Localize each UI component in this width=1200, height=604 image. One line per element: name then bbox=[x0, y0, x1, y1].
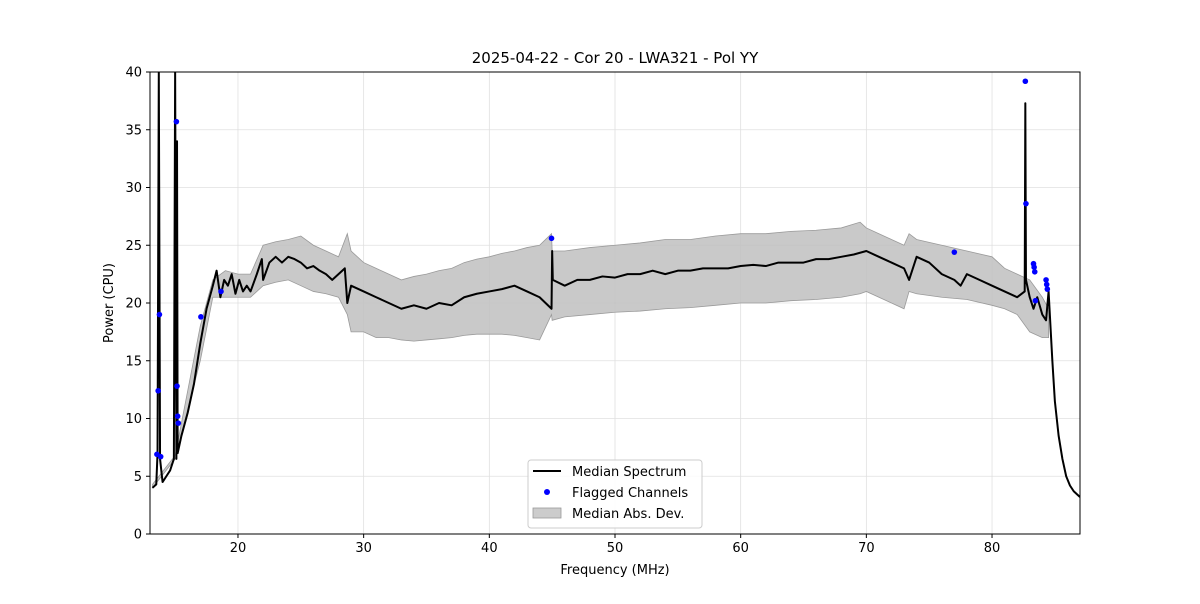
y-tick-label: 10 bbox=[125, 412, 142, 427]
flagged-channel-point bbox=[1043, 281, 1050, 288]
y-tick-label: 25 bbox=[125, 239, 142, 254]
flagged-channel-point bbox=[1032, 297, 1039, 304]
chart-title: 2025-04-22 - Cor 20 - LWA321 - Pol YY bbox=[472, 49, 759, 67]
y-tick-label: 30 bbox=[125, 181, 142, 196]
legend-label-median-abs-dev: Median Abs. Dev. bbox=[572, 507, 684, 522]
legend-label-median-spectrum: Median Spectrum bbox=[572, 465, 686, 480]
y-tick-label: 5 bbox=[134, 470, 142, 485]
flagged-channel-point bbox=[1044, 286, 1051, 292]
x-tick-label: 60 bbox=[732, 541, 749, 556]
x-tick-label: 40 bbox=[481, 541, 498, 556]
flagged-channel-point bbox=[548, 235, 555, 242]
y-tick-label: 35 bbox=[125, 123, 142, 138]
x-tick-label: 80 bbox=[984, 541, 1001, 556]
axis-ticks: 20 30 40 50 60 70 80 0 5 10 15 20 25 30 35 40 bbox=[125, 66, 1000, 557]
y-axis-label: Power (CPU) bbox=[102, 263, 117, 343]
y-tick-label: 20 bbox=[125, 297, 142, 312]
x-tick-label: 70 bbox=[858, 541, 875, 556]
median-spectrum-line bbox=[151, 72, 1080, 498]
legend-marker-swatch bbox=[544, 489, 550, 495]
flagged-channel-point bbox=[157, 453, 164, 460]
flagged-channel-point bbox=[174, 383, 180, 389]
flagged-channel-point bbox=[156, 311, 163, 318]
flagged-channel-point bbox=[198, 314, 204, 320]
flagged-channel-point bbox=[218, 288, 224, 295]
legend-band-swatch bbox=[532, 507, 562, 519]
y-tick-label: 0 bbox=[134, 528, 142, 543]
legend-label-flagged-channels: Flagged Channels bbox=[572, 486, 688, 501]
plot-data-area bbox=[151, 72, 1080, 498]
flagged-channel-point bbox=[173, 118, 180, 125]
y-tick-label: 15 bbox=[125, 354, 142, 369]
flagged-channel-point bbox=[1023, 200, 1029, 207]
flagged-channel-point bbox=[1031, 264, 1037, 270]
flagged-channel-point bbox=[1043, 277, 1049, 283]
flagged-channel-point bbox=[175, 420, 182, 426]
x-tick-label: 20 bbox=[230, 541, 247, 556]
y-tick-label: 40 bbox=[125, 66, 142, 81]
x-tick-label: 30 bbox=[355, 541, 372, 556]
legend-box bbox=[527, 459, 703, 529]
x-axis-label: Frequency (MHz) bbox=[560, 563, 669, 578]
x-tick-label: 50 bbox=[607, 541, 624, 556]
legend: Median Spectrum Flagged Channels Median … bbox=[527, 459, 703, 529]
flagged-channel-point bbox=[1031, 269, 1038, 275]
flagged-channel-point bbox=[174, 413, 181, 419]
mad-band bbox=[152, 221, 1049, 489]
flagged-channel-point bbox=[155, 387, 161, 394]
flagged-channel-point bbox=[1022, 78, 1029, 85]
flagged-channel-point bbox=[951, 249, 958, 255]
